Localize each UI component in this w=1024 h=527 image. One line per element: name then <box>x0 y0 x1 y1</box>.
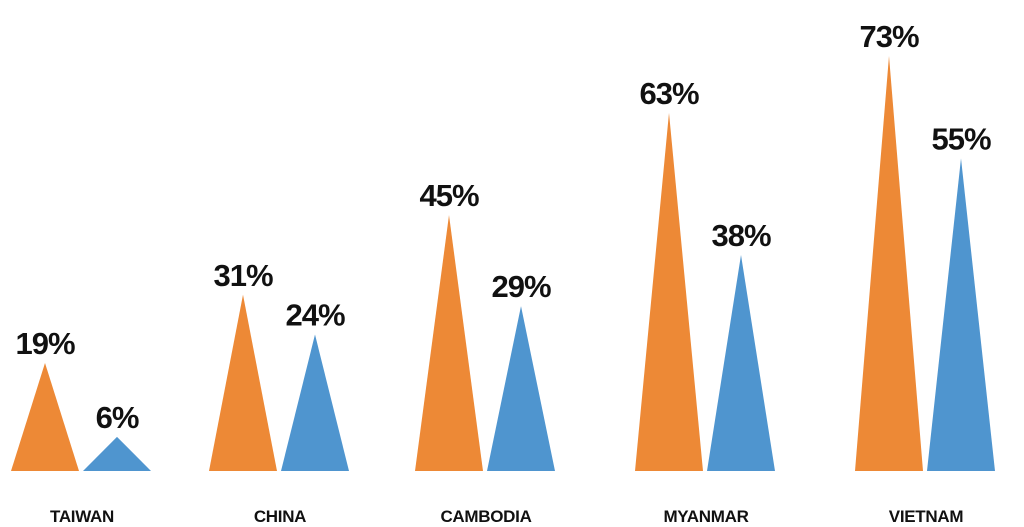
category-label-myanmar: MYANMAR <box>663 507 748 526</box>
triangle-bar-myanmar-series-1 <box>635 112 703 472</box>
triangle-bar-cambodia-series-1 <box>415 215 483 471</box>
triangle-bar-vietnam-series-1 <box>855 56 923 471</box>
data-label-taiwan-series-2: 6% <box>96 400 139 435</box>
data-label-myanmar-series-2: 38% <box>711 218 770 253</box>
triangle-bar-taiwan-series-2 <box>83 436 151 471</box>
chart-marks <box>11 56 995 472</box>
data-label-myanmar-series-1: 63% <box>639 76 698 111</box>
triangle-bar-vietnam-series-2 <box>927 158 995 471</box>
data-label-china-series-1: 31% <box>213 258 272 293</box>
data-label-china-series-2: 24% <box>285 298 344 333</box>
category-label-taiwan: TAIWAN <box>50 507 114 526</box>
category-label-cambodia: CAMBODIA <box>440 507 531 526</box>
triangle-bar-china-series-2 <box>281 334 349 471</box>
data-label-vietnam-series-2: 55% <box>931 121 990 156</box>
data-label-cambodia-series-2: 29% <box>491 269 550 304</box>
data-label-cambodia-series-1: 45% <box>419 178 478 213</box>
triangle-bar-china-series-1 <box>209 294 277 471</box>
chart-category-labels: TAIWAN CHINA CAMBODIA MYANMAR VIETNAM <box>50 507 964 526</box>
data-label-vietnam-series-1: 73% <box>859 19 918 54</box>
triangle-bar-taiwan-series-1 <box>11 362 79 471</box>
data-label-taiwan-series-1: 19% <box>15 326 74 361</box>
category-label-china: CHINA <box>254 507 306 526</box>
chart-value-labels: 19% 6% 31% 24% 45% 29% 63% 38% 73% 55% <box>15 19 991 435</box>
triangle-bar-myanmar-series-2 <box>707 254 775 471</box>
triangle-bar-cambodia-series-2 <box>487 306 555 471</box>
category-label-vietnam: VIETNAM <box>889 507 964 526</box>
